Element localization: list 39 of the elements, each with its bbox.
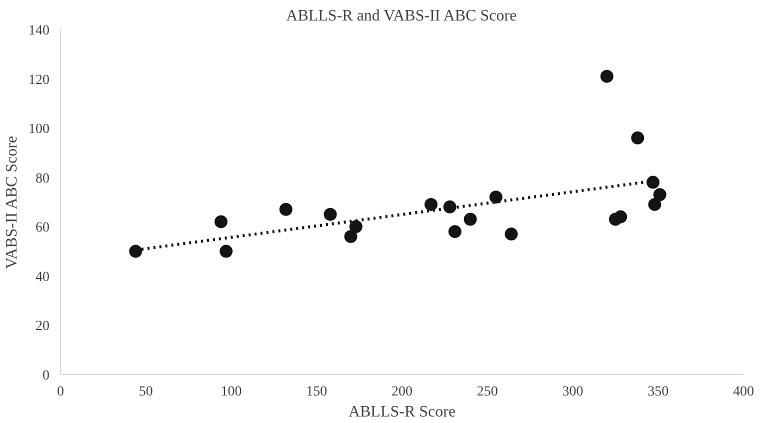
y-tick-label: 60 (36, 220, 50, 236)
x-tick-label: 350 (648, 384, 669, 400)
point (349, 220, 362, 234)
point (504, 228, 518, 241)
y-tick-label: 40 (36, 270, 50, 285)
point (344, 230, 358, 243)
x-tick-label: 300 (562, 384, 584, 400)
point (448, 225, 462, 238)
x-tick-label: 0 (57, 384, 64, 400)
x-tick-label: 150 (306, 384, 328, 400)
point (129, 244, 142, 258)
point (631, 131, 644, 144)
y-axis-title: VABS-II ABC Score (4, 136, 20, 269)
x-tick-label: 200 (392, 384, 412, 400)
x-tick-label: 100 (220, 384, 242, 400)
point (443, 200, 456, 214)
point (614, 210, 628, 224)
point (324, 208, 337, 221)
x-tick-label: 400 (733, 384, 754, 400)
point (424, 198, 438, 211)
y-tick-label: 140 (28, 24, 50, 38)
point (214, 215, 228, 228)
x-tick-label: 50 (138, 384, 153, 400)
point (653, 188, 666, 202)
point (648, 198, 662, 211)
point (279, 202, 292, 216)
x-tick-label: 250 (476, 384, 498, 400)
point (646, 176, 660, 189)
chart-title: ABLLS-R and VABS-II ABC Score (286, 8, 517, 24)
point (464, 212, 477, 226)
point (600, 70, 614, 83)
point (220, 244, 233, 258)
y-tick-label: 100 (28, 122, 50, 138)
point (489, 190, 502, 204)
x-axis-title: ABLLS-R Score (348, 404, 456, 420)
y-tick-label: 80 (36, 171, 50, 186)
y-tick-label: 0 (42, 368, 50, 384)
y-tick-label: 20 (36, 319, 50, 334)
y-tick-label: 120 (28, 72, 50, 88)
